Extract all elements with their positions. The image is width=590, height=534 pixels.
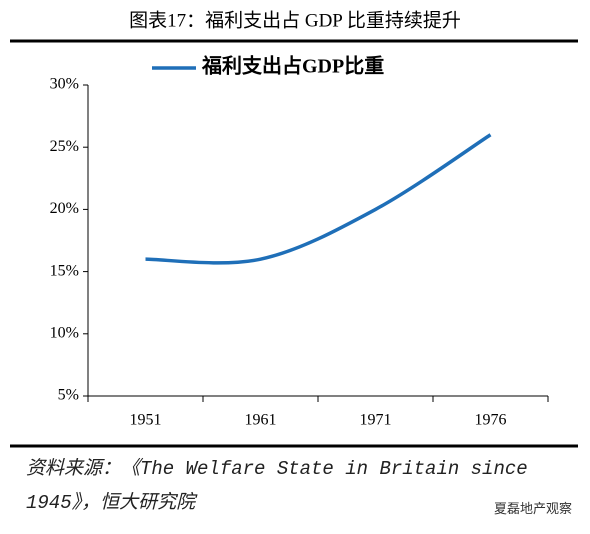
- chart-title: 图表17：福利支出占 GDP 比重持续提升: [129, 9, 461, 31]
- legend-label: 福利支出占GDP比重: [201, 54, 384, 78]
- x-tick-label: 1951: [130, 412, 162, 429]
- y-tick-label: 10%: [50, 324, 79, 341]
- y-tick-label: 20%: [50, 200, 79, 217]
- x-tick-label: 1976: [475, 412, 507, 429]
- x-tick-label: 1971: [360, 412, 392, 429]
- y-tick-label: 15%: [50, 262, 79, 279]
- y-tick-label: 25%: [50, 138, 79, 155]
- x-tick-label: 1961: [245, 412, 277, 429]
- source-note: 资料来源：《The Welfare State in Britain since…: [26, 458, 528, 514]
- watermark: 夏磊地产观察: [493, 502, 572, 517]
- y-tick-label: 5%: [58, 387, 79, 404]
- y-tick-label: 30%: [50, 76, 79, 93]
- line-series: [145, 133, 492, 265]
